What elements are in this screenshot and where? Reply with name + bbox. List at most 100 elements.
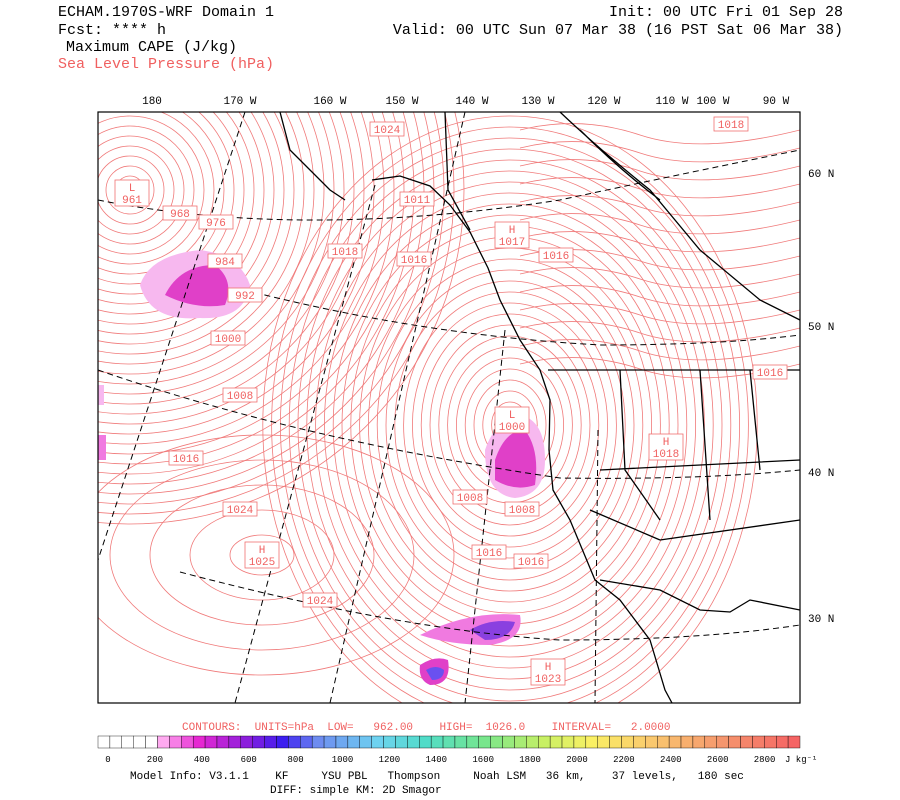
isobar: [429, 324, 591, 526]
colorbar-cell: [145, 735, 158, 749]
contour-info: CONTOURS: UNITS=hPa LOW= 962.00 HIGH= 10…: [182, 722, 670, 734]
label-box: [452, 489, 488, 505]
colorbar-cell: [633, 735, 646, 749]
colorbar-cell: [121, 735, 134, 749]
colorbar-cell: [466, 735, 479, 749]
lon-label: 150 W: [385, 96, 418, 108]
isobar: [519, 339, 800, 361]
colorbar-units: J kg⁻¹: [785, 755, 817, 765]
colorbar-cell: [395, 735, 408, 749]
label-box: [369, 121, 405, 137]
isobar: [98, 112, 325, 385]
pressure-value: 1016: [173, 454, 199, 466]
title: ECHAM.1970S-WRF Domain 1: [58, 4, 274, 21]
colorbar-cell: [169, 735, 182, 749]
lat-label: 40 N: [808, 468, 834, 480]
colorbar-cell: [97, 735, 111, 749]
diff-info: DIFF: simple KM: 2D Smagor: [270, 785, 442, 797]
pressure-value: 1000: [215, 334, 241, 346]
lon-label: 140 W: [455, 96, 488, 108]
colorbar-cell: [502, 735, 515, 749]
isobar: [403, 291, 617, 559]
pressure-value: 1024: [227, 505, 254, 517]
colorbar-label: 800: [287, 755, 303, 765]
isobar: [394, 280, 626, 570]
pressure-value: 1018: [332, 247, 358, 259]
colorbar-cell: [585, 735, 598, 749]
pressure-value: 968: [170, 209, 190, 221]
isobar: [519, 159, 800, 181]
colorbar-cell: [288, 735, 301, 749]
isobar: [262, 115, 758, 703]
colorbar-cell: [383, 735, 396, 749]
isobar: [98, 112, 455, 515]
colorbar-cell: [561, 735, 575, 749]
isobar: [149, 484, 375, 626]
isobar: [98, 112, 275, 335]
colorbar-cell: [133, 735, 146, 749]
colorbar-label: 2600: [707, 755, 729, 765]
pressure-value: 976: [206, 218, 226, 230]
isobar: [98, 112, 215, 275]
colorbar-label: 400: [194, 755, 210, 765]
colorbar-cell: [300, 735, 313, 749]
isobar: [98, 112, 395, 455]
isobar: [98, 112, 465, 525]
isobar: [376, 258, 644, 592]
isobar: [105, 165, 155, 215]
coastlines: [279, 112, 800, 703]
colorbar-label: 2200: [613, 755, 635, 765]
isobar: [98, 112, 235, 295]
pressure-value: 961: [122, 195, 142, 207]
isobar: [98, 112, 295, 355]
isobar: [297, 159, 723, 691]
isobar: [98, 112, 255, 315]
isobar: [98, 112, 315, 375]
isobar: [98, 434, 455, 676]
pressure-center: H: [259, 545, 266, 557]
pressure-value: 1025: [249, 557, 275, 569]
lat-label: 50 N: [808, 322, 834, 334]
colorbar-cell: [157, 735, 170, 749]
isobar: [519, 267, 800, 289]
label-box: [504, 501, 540, 517]
colorbar-label: 1800: [519, 755, 541, 765]
colorbar-cell: [609, 735, 622, 749]
colorbar-label: 1000: [332, 755, 354, 765]
label-box: [399, 191, 435, 207]
colorbar-cell: [526, 735, 539, 749]
label-box: [513, 553, 549, 569]
isobar: [519, 357, 800, 379]
label-box: [494, 221, 530, 249]
colorbar-cell: [442, 735, 456, 749]
model-info: Model Info: V3.1.1 KF YSU PBL Thompson N…: [130, 771, 744, 783]
label-box: [530, 658, 566, 686]
colorbar-cell: [181, 735, 194, 749]
init-time: Init: 00 UTC Fri 01 Sep 28: [609, 4, 843, 21]
pressure-value: 1018: [653, 449, 679, 461]
colorbar-cell: [371, 735, 384, 749]
label-box: [494, 406, 530, 434]
isobar: [519, 303, 800, 325]
pressure-value: 1017: [499, 237, 525, 249]
colorbar-label: 2400: [660, 755, 682, 765]
colorbar: 0 200 400 600 800 1000 1200 1400 1600 1800 2000 220…: [97, 735, 817, 765]
colorbar-cell: [680, 735, 694, 749]
colorbar-cell: [764, 735, 777, 749]
isobar: [98, 112, 265, 325]
pressure-value: 1008: [457, 493, 483, 505]
label-box: [198, 214, 234, 230]
label-box: [302, 592, 338, 608]
pressure-value: 992: [235, 291, 255, 303]
colorbar-cell: [359, 735, 372, 749]
label-box: [396, 251, 432, 267]
isobar: [98, 125, 195, 255]
label-box: [471, 544, 507, 560]
lon-label: 90 W: [763, 96, 790, 108]
pressure-center: H: [663, 437, 670, 449]
colorbar-cell: [311, 735, 325, 749]
colorbar-cell: [704, 735, 717, 749]
lat-label: 60 N: [808, 169, 834, 181]
lon-label: 180: [142, 96, 162, 108]
